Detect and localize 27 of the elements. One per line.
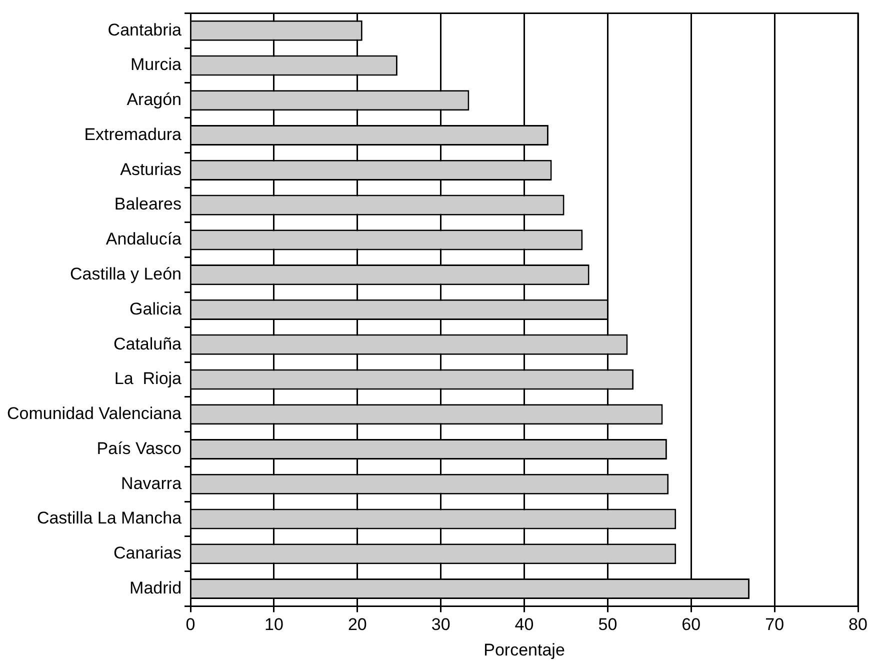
y-tick-label: Murcia [130, 55, 182, 74]
y-tick-label: Galicia [130, 299, 182, 318]
y-tick-label: País Vasco [96, 438, 182, 458]
x-tick-label: 80 [848, 615, 868, 634]
y-tick-label: Madrid [130, 578, 182, 598]
y-tick-label: Comunidad Valenciana [6, 404, 182, 424]
y-tick-label: Baleares [114, 194, 182, 214]
y-tick-label: Castilla La Mancha [36, 508, 182, 528]
y-tick-label: Navarra [121, 474, 182, 493]
y-tick-label: La Rioja [114, 369, 182, 388]
y-tick-label: Extremadura [84, 124, 182, 144]
y-tick-label: Canarias [113, 544, 182, 563]
y-tick-label: Asturias [120, 160, 182, 179]
x-tick-label: 50 [598, 615, 618, 634]
y-tick-label: Andalucía [106, 230, 182, 249]
y-tick-label: Cantabria [108, 20, 182, 40]
x-tick-label: 30 [431, 615, 450, 634]
x-tick-label: 70 [765, 615, 784, 634]
y-tick-label: Cataluña [113, 334, 182, 354]
y-tick-label: Castilla y León [70, 264, 182, 284]
x-tick-label: 20 [348, 615, 367, 634]
x-tick-label: 40 [514, 615, 534, 634]
x-tick-label: 60 [682, 615, 701, 634]
y-tick-label: Aragón [126, 90, 182, 110]
x-axis-title: Porcentaje [484, 640, 565, 660]
x-tick-label: 10 [264, 615, 284, 634]
x-tick-label: 0 [186, 615, 196, 634]
